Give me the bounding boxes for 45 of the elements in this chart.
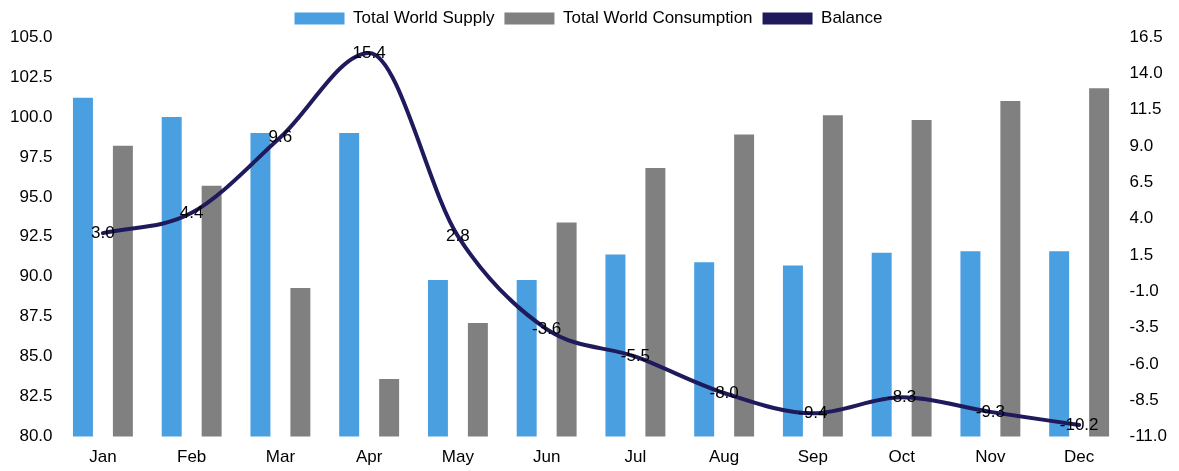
data-label: -5.5 — [620, 346, 651, 366]
x-tick-label: May — [441, 447, 475, 467]
data-label: -8.3 — [887, 387, 917, 407]
y-tick-label: 85.0 — [19, 346, 53, 366]
x-tick-label: Aug — [709, 447, 740, 467]
x-tick-label: Oct — [888, 447, 916, 467]
data-label: -9.4 — [798, 403, 828, 423]
data-label: -3.6 — [532, 318, 562, 338]
data-label: -10.2 — [1059, 414, 1099, 434]
y-tick-label: 87.5 — [19, 306, 53, 326]
y2-tick-label: -8.5 — [1129, 389, 1159, 409]
legend-label: Balance — [821, 8, 883, 28]
y2-tick-label: 1.5 — [1129, 244, 1154, 264]
y2-tick-label: -6.0 — [1129, 353, 1159, 373]
y2-tick-label: -3.5 — [1129, 317, 1159, 337]
y-tick-label: 105.0 — [9, 26, 53, 46]
y2-tick-label: 9.0 — [1129, 135, 1154, 155]
y2-tick-label: -1.0 — [1129, 280, 1159, 300]
x-tick-label: Jun — [532, 447, 561, 467]
data-label: -8.0 — [709, 382, 739, 402]
x-tick-label: Mar — [265, 447, 296, 467]
legend-label: Total World Supply — [353, 8, 495, 28]
y-tick-label: 102.5 — [9, 66, 53, 86]
legend-label: Total World Consumption — [562, 8, 753, 28]
y-tick-label: 80.0 — [19, 426, 53, 446]
y2-tick-label: 6.5 — [1129, 172, 1154, 191]
y-tick-label: 92.5 — [19, 226, 53, 246]
x-tick-label: Feb — [177, 447, 207, 467]
y2-tick-label: 4.0 — [1129, 208, 1154, 228]
y2-tick-label: 16.5 — [1129, 26, 1163, 46]
x-tick-label: Nov — [975, 447, 1007, 467]
y2-tick-label: -11.0 — [1129, 426, 1168, 446]
y-tick-label: 95.0 — [19, 186, 53, 206]
y-tick-label: 90.0 — [19, 266, 53, 286]
x-tick-label: Dec — [1064, 447, 1095, 467]
y-tick-label: 82.5 — [19, 386, 53, 406]
data-label: -9.3 — [975, 401, 1006, 421]
x-tick-label: Jan — [89, 447, 117, 467]
x-tick-label: Sep — [797, 447, 829, 467]
y2-tick-label: 14.0 — [1129, 63, 1163, 83]
y-tick-label: 97.5 — [19, 146, 53, 166]
y-tick-label: 100.0 — [9, 106, 53, 126]
x-tick-label: Apr — [355, 447, 383, 467]
y2-tick-label: 11.5 — [1129, 99, 1162, 119]
x-tick-label: Jul — [624, 447, 647, 467]
